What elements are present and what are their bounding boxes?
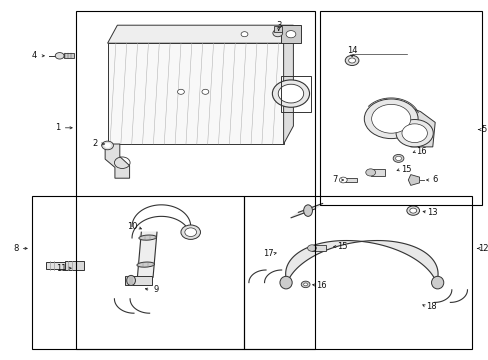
Polygon shape [107,25,293,43]
Ellipse shape [303,205,312,216]
Bar [46,262,65,269]
Circle shape [307,245,316,251]
Circle shape [303,283,307,286]
Circle shape [55,53,64,59]
Polygon shape [290,203,322,218]
Text: 2: 2 [93,139,98,148]
Circle shape [202,89,208,94]
Text: 18: 18 [425,302,436,311]
Circle shape [301,281,309,288]
Polygon shape [105,144,129,178]
Bar [76,11,315,349]
Circle shape [345,55,358,66]
Text: 4: 4 [32,51,37,60]
Polygon shape [281,25,300,43]
Text: 3: 3 [276,21,281,30]
Text: 15: 15 [400,165,410,174]
Text: 15: 15 [336,242,347,251]
Circle shape [409,208,416,213]
Ellipse shape [279,276,292,289]
Circle shape [181,225,200,239]
Polygon shape [407,175,419,185]
Bar [32,196,244,349]
Polygon shape [137,232,157,277]
Circle shape [102,141,113,150]
Text: 13: 13 [427,208,437,217]
Bar [124,276,151,285]
Text: 12: 12 [477,244,488,253]
Bar [311,245,325,251]
Circle shape [104,143,110,148]
Text: 11: 11 [56,264,66,273]
Text: 6: 6 [432,175,437,184]
Bar [273,26,281,32]
Polygon shape [283,25,293,144]
Circle shape [406,206,419,215]
Polygon shape [107,43,283,144]
Text: 17: 17 [262,249,273,258]
Polygon shape [378,99,434,147]
Text: 16: 16 [415,147,426,156]
Bar [344,178,356,182]
Bar [63,53,74,58]
Circle shape [339,177,346,183]
Text: 7: 7 [332,175,337,184]
Circle shape [392,154,403,162]
Text: 8: 8 [13,244,18,253]
Ellipse shape [430,276,443,289]
Bar [320,11,481,205]
Circle shape [285,31,295,38]
Circle shape [278,84,303,103]
Ellipse shape [139,235,156,240]
Circle shape [365,169,375,176]
Circle shape [184,228,196,237]
Circle shape [395,156,401,161]
Polygon shape [285,240,437,287]
Circle shape [272,80,309,107]
Text: 1: 1 [55,123,60,132]
Circle shape [272,30,282,37]
Circle shape [395,120,432,147]
Text: 10: 10 [126,222,137,231]
Text: 16: 16 [316,281,326,289]
Text: 5: 5 [481,125,486,134]
Circle shape [364,99,417,139]
Bar [244,196,471,349]
Circle shape [371,104,410,133]
Bar [65,261,83,270]
Text: 14: 14 [346,46,357,55]
Bar [370,169,385,176]
Ellipse shape [126,275,135,285]
Ellipse shape [137,262,154,267]
Circle shape [241,32,247,37]
Circle shape [348,58,355,63]
Circle shape [177,89,184,94]
Text: 9: 9 [154,285,159,294]
Circle shape [401,124,427,143]
